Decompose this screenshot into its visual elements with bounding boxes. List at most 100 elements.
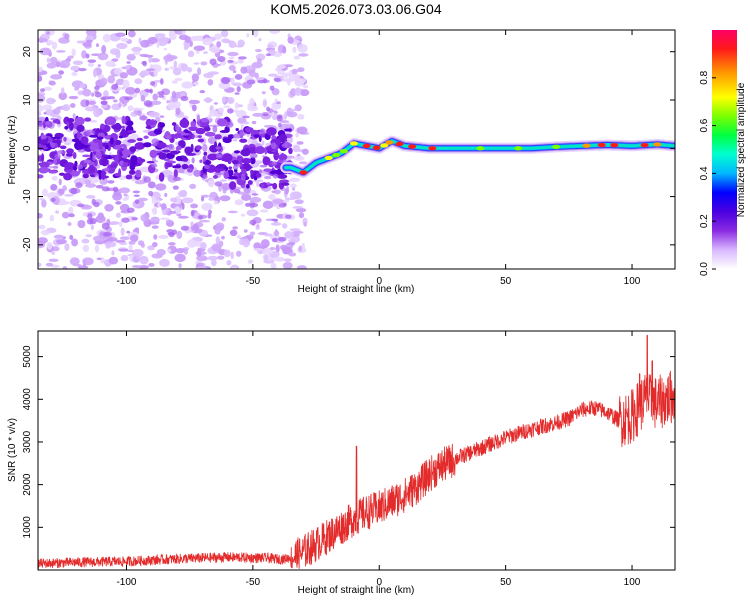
spectrogram-noise-cell bbox=[221, 217, 226, 222]
spectrogram-noise-cell bbox=[105, 60, 116, 67]
spectrogram-noise-cell bbox=[227, 59, 234, 63]
spectrogram-noise-cell bbox=[45, 40, 54, 45]
spectrogram-noise-cell bbox=[108, 256, 119, 265]
spectrogram-energy-cell bbox=[88, 134, 100, 138]
spectrogram-noise-cell bbox=[150, 100, 162, 105]
spectrogram-energy-cell bbox=[72, 151, 77, 160]
spectrogram-noise-cell bbox=[159, 217, 170, 220]
spectrogram-noise-cell bbox=[207, 178, 215, 188]
spectrogram-noise-cell bbox=[284, 231, 295, 239]
spectrogram-noise-cell bbox=[138, 265, 149, 269]
spectrogram-energy-cell bbox=[84, 117, 92, 122]
spectrogram-noise-cell bbox=[100, 97, 107, 101]
spectrogram-noise-cell bbox=[92, 68, 97, 78]
spectrogram-noise-cell bbox=[288, 238, 297, 243]
spectrogram-noise-cell bbox=[221, 235, 225, 240]
spectrogram-noise-cell bbox=[138, 72, 148, 77]
spectrogram-energy-cell bbox=[105, 116, 117, 126]
y-tick-label: 20 bbox=[22, 46, 33, 58]
spectrogram-noise-cell bbox=[153, 234, 158, 240]
spectrogram-energy-cell bbox=[146, 160, 155, 164]
colorbar-tick-label: 0.2 bbox=[699, 214, 710, 228]
spectrogram-noise-cell bbox=[85, 30, 97, 36]
spectrogram-noise-cell bbox=[38, 104, 44, 113]
spectrogram-noise-cell bbox=[38, 75, 43, 82]
spectrogram-noise-cell bbox=[196, 249, 202, 257]
spectrogram-energy-cell bbox=[48, 170, 58, 174]
spectrogram-noise-cell bbox=[157, 201, 161, 208]
spectrogram-energy-cell bbox=[100, 123, 105, 130]
spectrogram-energy-cell bbox=[72, 165, 78, 171]
spectrogram-energy-cell bbox=[228, 166, 233, 170]
spectrogram-noise-cell bbox=[298, 53, 309, 57]
spectrogram-noise-cell bbox=[273, 230, 280, 236]
spectrogram-noise-cell bbox=[54, 153, 61, 160]
spectrogram-noise-cell bbox=[218, 107, 224, 114]
spectrogram-noise-cell bbox=[128, 244, 133, 251]
spectrogram-energy-cell bbox=[118, 135, 124, 139]
ridge-peak bbox=[324, 155, 333, 161]
spectrogram-noise-cell bbox=[187, 67, 193, 73]
spectrogram-noise-cell bbox=[89, 217, 97, 225]
spectrogram-noise-cell bbox=[45, 262, 54, 267]
spectrogram-noise-cell bbox=[271, 218, 279, 222]
spectrogram-noise-cell bbox=[94, 92, 102, 98]
spectrogram-energy-cell bbox=[233, 150, 241, 154]
spectrogram-noise-cell bbox=[282, 46, 287, 54]
spectrogram-noise-cell bbox=[148, 55, 152, 64]
spectrogram-noise-cell bbox=[234, 199, 244, 206]
spectrogram-noise-cell bbox=[215, 154, 223, 159]
spectrogram-energy-cell bbox=[105, 145, 109, 150]
spectrogram-energy-cell bbox=[82, 173, 89, 179]
spectrogram-noise-cell bbox=[251, 61, 263, 69]
spectrogram-noise-cell bbox=[200, 242, 207, 250]
spectrogram-noise-cell bbox=[193, 81, 199, 86]
spectrogram-energy-cell bbox=[171, 165, 182, 169]
spectrogram-noise-cell bbox=[247, 105, 259, 112]
spectrogram-noise-cell bbox=[84, 159, 92, 163]
spectrogram-energy-cell bbox=[203, 151, 208, 156]
spectrogram-noise-cell bbox=[299, 89, 310, 97]
spectrogram-noise-cell bbox=[246, 79, 256, 85]
spectrogram-noise-cell bbox=[48, 80, 56, 86]
spectrogram-noise-cell bbox=[217, 55, 226, 63]
spectrogram-noise-cell bbox=[266, 106, 270, 112]
spectrogram-noise-cell bbox=[232, 164, 239, 170]
spectrogram-noise-cell bbox=[91, 198, 96, 206]
spectrogram-noise-cell bbox=[252, 112, 264, 117]
spectrogram-noise-cell bbox=[109, 221, 120, 225]
spectrogram-noise-cell bbox=[72, 60, 84, 66]
spectrogram-noise-cell bbox=[53, 234, 64, 239]
spectrogram-noise-cell bbox=[164, 67, 170, 71]
spectrogram-noise-cell bbox=[111, 83, 119, 91]
spectrogram-energy-cell bbox=[169, 134, 177, 138]
spectrogram-noise-cell bbox=[237, 56, 247, 60]
spectrogram-energy-cell bbox=[214, 167, 220, 173]
x-tick-label: -100 bbox=[116, 276, 136, 287]
spectrogram-noise-cell bbox=[227, 210, 238, 214]
spectrogram-noise-cell bbox=[227, 51, 239, 57]
spectrogram-noise-cell bbox=[140, 214, 149, 222]
spectrogram-noise-cell bbox=[70, 187, 78, 195]
spectrogram-noise-cell bbox=[172, 229, 178, 235]
spectrogram-energy-cell bbox=[76, 131, 81, 139]
spectrogram-noise-cell bbox=[235, 44, 244, 48]
spectrogram-noise-cell bbox=[228, 56, 235, 60]
spectrogram-noise-cell bbox=[38, 212, 43, 219]
spectrogram-noise-cell bbox=[142, 129, 150, 133]
spectrogram-noise-cell bbox=[126, 207, 135, 213]
spectrogram-noise-cell bbox=[294, 199, 304, 205]
spectrogram-noise-cell bbox=[131, 46, 143, 52]
spectrogram-energy-cell bbox=[71, 138, 80, 143]
spectrogram-noise-cell bbox=[160, 203, 167, 210]
spectrogram-energy-cell bbox=[128, 169, 136, 175]
spectrogram-energy-cell bbox=[266, 127, 277, 136]
spectrogram-noise-cell bbox=[223, 249, 231, 258]
spectrogram-noise-cell bbox=[265, 53, 272, 57]
spectrogram-noise-cell bbox=[58, 92, 68, 101]
spectrogram-noise-cell bbox=[277, 236, 287, 242]
spectrogram-noise-cell bbox=[101, 44, 107, 54]
spectrogram-noise-cell bbox=[60, 87, 65, 95]
spectrogram-noise-cell bbox=[71, 238, 79, 247]
